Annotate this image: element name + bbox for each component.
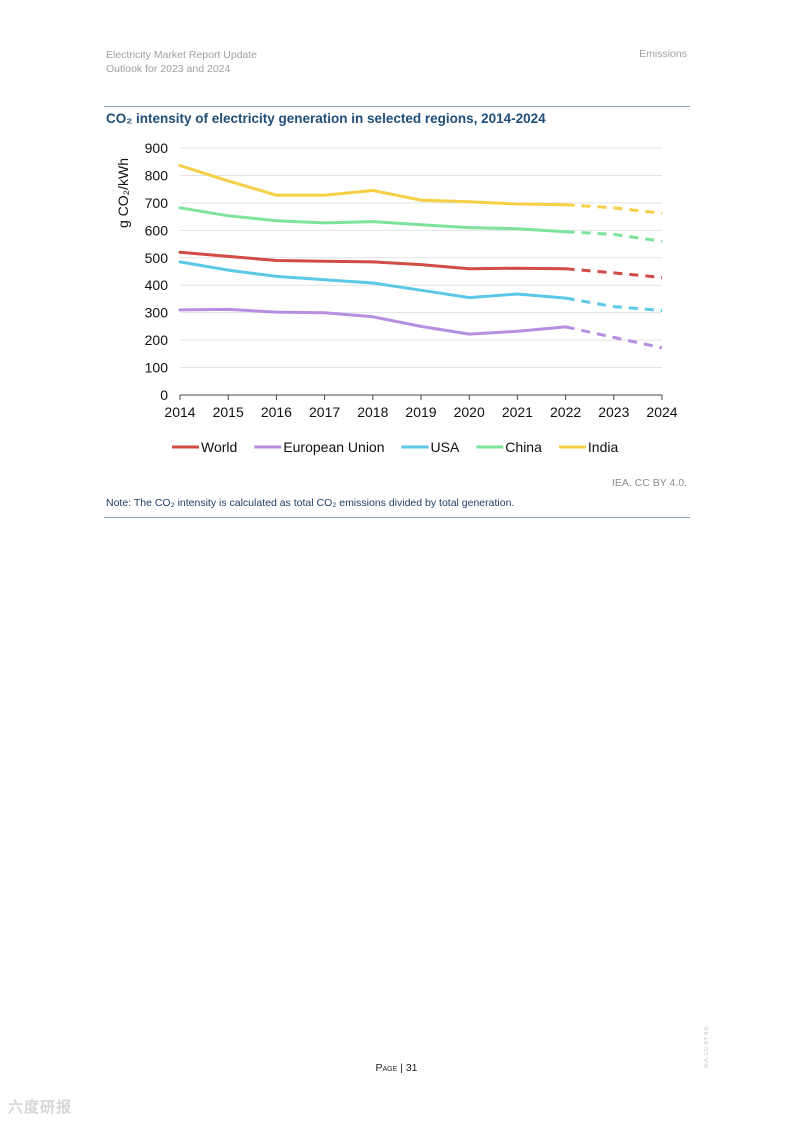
series-forecast-european-union — [565, 325, 663, 350]
x-tick-label-2019: 2019 — [405, 404, 436, 420]
x-tick-label-2020: 2020 — [454, 404, 485, 420]
legend-label-european-union: European Union — [283, 439, 384, 455]
legend-label-usa: USA — [431, 439, 460, 455]
figure-title: CO₂ intensity of electricity generation … — [106, 111, 546, 126]
y-tick-label-500: 500 — [145, 250, 169, 266]
page-prefix: Page — [375, 1062, 398, 1074]
section-label: Emissions — [639, 48, 687, 60]
x-tick-label-2021: 2021 — [502, 404, 533, 420]
y-tick-label-900: 900 — [145, 140, 169, 156]
x-tick-label-2015: 2015 — [213, 404, 244, 420]
y-tick-label-200: 200 — [145, 332, 169, 348]
series-forecast-india — [565, 203, 663, 215]
top-rule — [104, 106, 690, 107]
y-tick-label-400: 400 — [145, 277, 169, 293]
series-forecast-china — [565, 230, 663, 243]
series-line-world — [178, 250, 568, 271]
page-separator: | — [400, 1062, 406, 1074]
report-title: Electricity Market Report Update — [106, 49, 258, 61]
y-tick-label-0: 0 — [160, 387, 168, 403]
x-tick-label-2017: 2017 — [309, 404, 340, 420]
series-line-usa — [178, 260, 568, 300]
page-number: Page | 31 — [0, 1062, 793, 1074]
legend-label-world: World — [201, 439, 237, 455]
page-value: 31 — [405, 1062, 418, 1074]
x-tick-label-2024: 2024 — [646, 404, 677, 420]
x-tick-label-2018: 2018 — [357, 404, 388, 420]
series-forecast-usa — [565, 296, 663, 312]
bottom-rule — [104, 517, 690, 518]
y-axis-title: g CO₂/kWh — [115, 158, 131, 228]
series-line-european-union — [178, 307, 568, 336]
series-line-china — [178, 206, 568, 234]
report-header: Electricity Market Report Update Outlook… — [106, 48, 257, 76]
legend-label-india: India — [588, 439, 619, 455]
watermark-logo: 六度研报 — [8, 1099, 73, 1116]
legend-label-china: China — [505, 439, 542, 455]
y-tick-label-300: 300 — [145, 305, 169, 321]
series-line-india — [178, 164, 568, 207]
x-tick-label-2016: 2016 — [261, 404, 292, 420]
x-tick-label-2022: 2022 — [550, 404, 581, 420]
report-subtitle: Outlook for 2023 and 2024 — [106, 63, 231, 75]
y-tick-label-800: 800 — [145, 167, 169, 183]
figure-source: IEA. CC BY 4.0. — [611, 477, 687, 489]
line-chart: 0 100 200 300 400 500 600 700 800 900 2014 2015 2016… — [115, 140, 678, 455]
x-tick-label-2014: 2014 — [164, 404, 195, 420]
series-forecast-world — [565, 267, 663, 279]
side-license-mark: IEA. CC BY 4.0. — [704, 1025, 710, 1068]
x-tick-label-2023: 2023 — [598, 404, 629, 420]
y-tick-label-600: 600 — [145, 222, 169, 238]
figure-note: Note: The CO₂ intensity is calculated as… — [106, 497, 515, 509]
y-tick-label-700: 700 — [145, 195, 169, 211]
y-tick-label-100: 100 — [145, 360, 169, 376]
